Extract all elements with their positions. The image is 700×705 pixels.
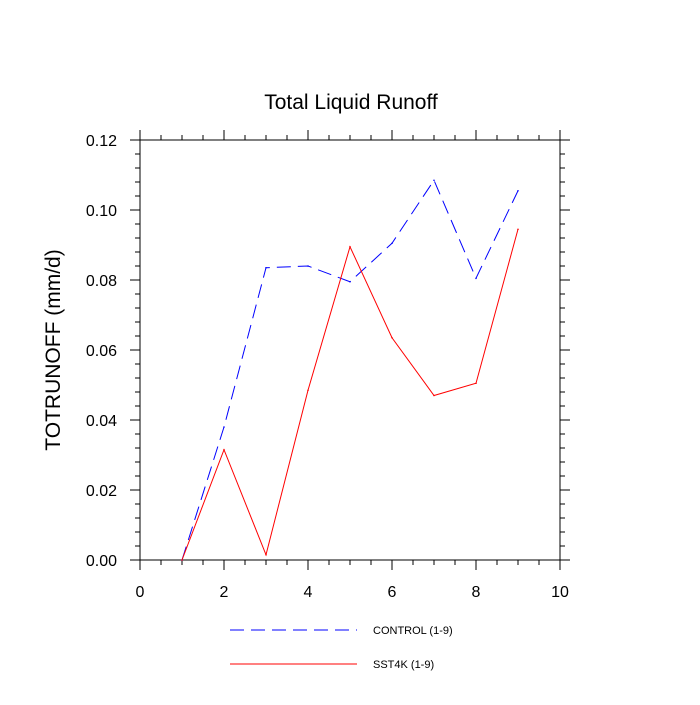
y-tick-label: 0.00 <box>86 553 117 570</box>
x-tick-label: 8 <box>472 584 481 601</box>
y-tick-label: 0.06 <box>86 343 117 360</box>
x-tick-label: 6 <box>388 584 397 601</box>
data-point-series-2 <box>475 382 477 385</box>
y-tick-label: 0.10 <box>86 203 117 220</box>
data-point-series-2 <box>391 336 393 339</box>
y-tick-label: 0.12 <box>86 133 117 150</box>
data-point-series-1 <box>265 266 267 269</box>
data-point-series-1 <box>475 277 477 280</box>
y-tick-label: 0.02 <box>86 483 117 500</box>
series-line-1 <box>181 179 519 561</box>
data-point-series-1 <box>307 265 309 267</box>
data-point-series-2 <box>307 389 309 392</box>
data-point-series-2 <box>517 228 519 231</box>
legend-label-1: CONTROL (1-9) <box>373 625 453 637</box>
x-tick-label: 0 <box>136 584 145 601</box>
x-tick-label: 10 <box>551 584 569 601</box>
x-tick-label: 4 <box>304 584 313 601</box>
data-point-series-2 <box>349 245 351 248</box>
data-point-series-2 <box>223 448 225 451</box>
data-point-series-1 <box>223 426 225 428</box>
plot-area: 0 2 4 6 8 10 0.00 0.02 0.04 0.06 0.08 0.10 0.12 <box>86 130 570 601</box>
x-tick-label: 2 <box>220 584 229 601</box>
data-point-series-1 <box>349 280 351 283</box>
plot-frame <box>139 139 561 561</box>
y-axis-label: TOTRUNOFF (mm/d) <box>42 249 65 450</box>
data-point-series-2 <box>181 559 183 561</box>
data-point-series-2 <box>265 553 267 556</box>
data-point-series-2 <box>433 394 435 397</box>
y-tick-label: 0.08 <box>86 273 117 290</box>
data-point-series-1 <box>517 189 519 192</box>
y-tick-label: 0.04 <box>86 413 117 430</box>
chart-title: Total Liquid Runoff <box>264 91 438 114</box>
data-point-series-1 <box>391 242 393 245</box>
data-point-series-1 <box>433 179 435 182</box>
legend-label-2: SST4K (1-9) <box>373 659 434 671</box>
legend: CONTROL (1-9) SST4K (1-9) <box>230 625 453 671</box>
